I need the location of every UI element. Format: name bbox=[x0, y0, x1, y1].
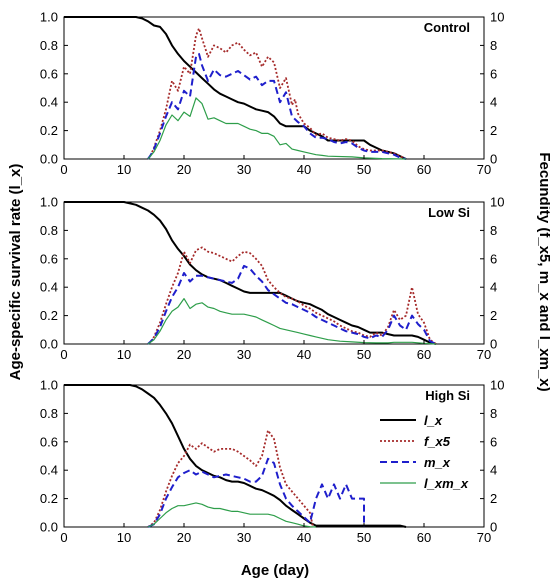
plot-frame bbox=[63, 201, 485, 345]
left-y-tick-label: 0.4 bbox=[40, 463, 58, 478]
right-y-tick-label: 6 bbox=[490, 251, 497, 266]
series-line-lxmx bbox=[147, 298, 437, 345]
x-tick-label: 20 bbox=[177, 530, 191, 545]
left-y-axis-label-text: Age-specific survival rate (l_x) bbox=[7, 164, 24, 381]
x-tick-label: 50 bbox=[357, 162, 371, 177]
legend: l_x f_x5 m_x l_xm_x bbox=[380, 413, 469, 491]
x-tick-label: 60 bbox=[417, 162, 431, 177]
left-y-tick-label: 0.2 bbox=[40, 123, 58, 138]
series-line-lxmx bbox=[147, 97, 407, 160]
right-y-tick-label: 8 bbox=[490, 223, 497, 238]
right-y-tick-label: 6 bbox=[490, 434, 497, 449]
right-y-tick-label: 10 bbox=[490, 378, 504, 393]
left-y-tick-label: 1.0 bbox=[40, 10, 58, 25]
right-y-tick-label: 6 bbox=[490, 66, 497, 81]
left-y-tick-label: 0.2 bbox=[40, 308, 58, 323]
left-y-tick-label: 0.8 bbox=[40, 406, 58, 421]
legend-label-mx: m_x bbox=[424, 455, 451, 470]
x-tick-label: 0 bbox=[60, 347, 67, 362]
series-line-mx bbox=[147, 264, 437, 345]
x-tick-label: 40 bbox=[297, 530, 311, 545]
panel-title: Control bbox=[424, 20, 470, 35]
right-y-tick-label: 4 bbox=[490, 95, 497, 110]
left-y-tick-label: 0.6 bbox=[40, 251, 58, 266]
series-line-lx bbox=[64, 16, 407, 160]
series-line-fx5 bbox=[147, 246, 437, 345]
right-y-axis-label-text: Fecundity (f_x5, m_x and l_xm_x) bbox=[536, 152, 550, 391]
chart-panel-1: 0 10 20 30 40 50 60 70 0.0 0.2 0.4 0.6 0.8 1.0 0 2 4 6 8 10… bbox=[40, 195, 505, 363]
right-y-tick-label: 0 bbox=[490, 337, 497, 352]
left-y-tick-label: 0.6 bbox=[40, 434, 58, 449]
right-y-tick-label: 2 bbox=[490, 491, 497, 506]
left-y-tick-label: 0.2 bbox=[40, 491, 58, 506]
plot-frame bbox=[63, 16, 485, 160]
right-y-tick-label: 4 bbox=[490, 280, 497, 295]
x-tick-label: 40 bbox=[297, 347, 311, 362]
x-tick-label: 70 bbox=[477, 347, 491, 362]
series-line-mx bbox=[147, 52, 407, 160]
legend-label-lx: l_x bbox=[424, 413, 443, 428]
plot-frame bbox=[63, 384, 485, 528]
x-tick-label: 30 bbox=[237, 530, 251, 545]
x-tick-label: 30 bbox=[237, 162, 251, 177]
right-y-tick-label: 0 bbox=[490, 152, 497, 167]
x-tick-label: 70 bbox=[477, 162, 491, 177]
left-y-tick-label: 0.4 bbox=[40, 280, 58, 295]
x-tick-label: 50 bbox=[357, 347, 371, 362]
left-y-axis-label: Age-specific survival rate (l_x) bbox=[7, 164, 24, 381]
right-y-tick-label: 8 bbox=[490, 38, 497, 53]
left-y-tick-label: 0.6 bbox=[40, 66, 58, 81]
panel-title: High Si bbox=[425, 388, 470, 403]
chart-panel-0: 0 10 20 30 40 50 60 70 0.0 0.2 0.4 0.6 0.8 1.0 0 2 4 6 8 10… bbox=[40, 10, 505, 178]
x-tick-label: 20 bbox=[177, 347, 191, 362]
left-y-tick-label: 0.4 bbox=[40, 95, 58, 110]
x-tick-label: 0 bbox=[60, 530, 67, 545]
series-line-lxmx bbox=[147, 502, 317, 528]
left-y-tick-label: 1.0 bbox=[40, 378, 58, 393]
panels: 0 10 20 30 40 50 60 700.00.20.40.60.81.00246810… bbox=[40, 10, 505, 546]
left-y-tick-label: 0.0 bbox=[40, 337, 58, 352]
right-y-tick-label: 2 bbox=[490, 308, 497, 323]
series-line-lx bbox=[64, 384, 407, 528]
legend-label-fx5: f_x5 bbox=[424, 434, 451, 449]
x-tick-label: 10 bbox=[117, 162, 131, 177]
series-line-mx bbox=[147, 457, 365, 528]
series-line-fx5 bbox=[147, 27, 407, 160]
right-y-axis-label: Fecundity (f_x5, m_x and l_xm_x) bbox=[536, 152, 550, 391]
right-y-tick-label: 2 bbox=[490, 123, 497, 138]
series-line-lx bbox=[64, 201, 437, 345]
x-tick-label: 0 bbox=[60, 162, 67, 177]
left-y-tick-label: 1.0 bbox=[40, 195, 58, 210]
x-tick-label: 40 bbox=[297, 162, 311, 177]
left-y-tick-label: 0.0 bbox=[40, 152, 58, 167]
x-tick-label: 50 bbox=[357, 530, 371, 545]
left-y-tick-label: 0.8 bbox=[40, 223, 58, 238]
x-tick-label: 10 bbox=[117, 530, 131, 545]
x-tick-label: 60 bbox=[417, 530, 431, 545]
x-tick-label: 70 bbox=[477, 530, 491, 545]
right-y-tick-label: 8 bbox=[490, 406, 497, 421]
x-tick-label: 10 bbox=[117, 347, 131, 362]
x-tick-label: 60 bbox=[417, 347, 431, 362]
left-y-tick-label: 0.8 bbox=[40, 38, 58, 53]
right-y-tick-label: 10 bbox=[490, 10, 504, 25]
chart-panel-2: 0 10 20 30 40 50 60 70 0.0 0.2 0.4 0.6 0.8 1.0 0 2 4 6 8 10… bbox=[40, 378, 505, 546]
right-y-tick-label: 0 bbox=[490, 520, 497, 535]
x-axis-label: Age (day) bbox=[241, 562, 309, 579]
right-y-tick-label: 4 bbox=[490, 463, 497, 478]
x-tick-label: 20 bbox=[177, 162, 191, 177]
right-y-tick-label: 10 bbox=[490, 195, 504, 210]
panel-title: Low Si bbox=[428, 205, 470, 220]
left-y-tick-label: 0.0 bbox=[40, 520, 58, 535]
legend-label-lxmx: l_xm_x bbox=[424, 476, 469, 491]
x-tick-label: 30 bbox=[237, 347, 251, 362]
series-line-fx5 bbox=[147, 429, 314, 528]
